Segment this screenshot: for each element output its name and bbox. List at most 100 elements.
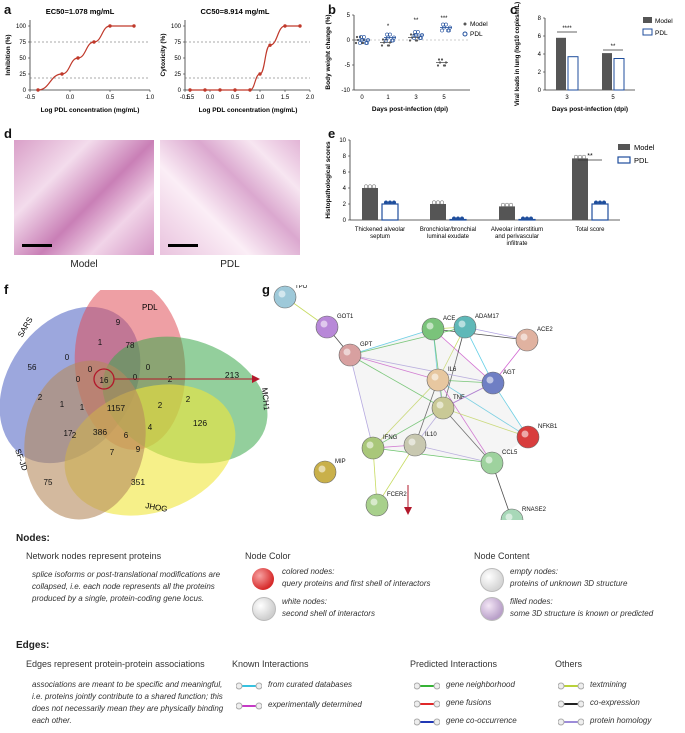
dose-point (283, 24, 287, 28)
panel-g-label: g (262, 282, 270, 297)
edges-title: Edges: (16, 640, 50, 651)
c-yticks: 0 2 4 6 8 (538, 16, 545, 94)
known-title: Known Interactions (232, 659, 309, 669)
b-point-model (382, 41, 386, 44)
e-yticks: 0 2 4 6 8 10 (339, 138, 350, 224)
node-label: ADAM17 (475, 314, 500, 320)
edge-curated-icon (236, 682, 262, 690)
b-point-model (436, 64, 440, 67)
node-label: TNF (453, 395, 465, 401)
dose-point (233, 88, 237, 92)
white-nodes: white nodes: (282, 597, 327, 606)
node-label: RNASE2 (522, 507, 547, 513)
a-right-points (188, 24, 302, 92)
b-point-pdl (384, 38, 388, 43)
e-point (435, 200, 441, 205)
a-right-yticks: 0 25 50 75 100 (171, 24, 185, 94)
nodes-title: Nodes: (16, 533, 50, 544)
b-point-model (437, 58, 441, 61)
b-point-model (438, 61, 442, 64)
node-got1 (315, 315, 339, 339)
node-nfkb1 (516, 425, 540, 449)
e-category-label: Alveolar interstitium and perivascular inf… (491, 227, 543, 247)
b-point-model (380, 44, 384, 47)
scale-bar-model (22, 244, 52, 247)
node-label: FCER2 (387, 492, 407, 498)
histology-model-image (14, 140, 154, 255)
dose-point (268, 43, 272, 47)
c-legend-pdl-swatch (642, 28, 653, 36)
venn-number: 56 (28, 363, 37, 372)
venn-number: 9 (136, 445, 141, 454)
e-point (383, 200, 389, 205)
b-legend-model-marker (463, 22, 467, 26)
venn-number: 17 (64, 429, 73, 438)
venn-number: 0 (76, 375, 81, 384)
nodes-desc: splice isoforms or post-translational mo… (32, 570, 221, 603)
network-edge (349, 354, 374, 449)
a-right-curve (190, 25, 300, 91)
venn-label-pdl: PDL (142, 303, 158, 312)
e-point (597, 200, 603, 205)
b-point-pdl (412, 36, 416, 40)
e-category-label: Total score (575, 227, 605, 233)
c-bar-model (556, 37, 566, 90)
e-point (573, 154, 579, 159)
ytick-label: 75 (174, 40, 181, 46)
e-point (520, 216, 526, 221)
venn-number: 0 (65, 353, 70, 362)
node-ace2 (515, 328, 539, 352)
a-left-xticks: -0.5 0.0 0.5 1.0 1.5 (25, 90, 195, 101)
a-right-xlabel: Log PDL concentration (mg/mL) (199, 107, 298, 114)
venn-sfjd (24, 360, 146, 520)
dose-point (36, 88, 40, 92)
e-point (593, 200, 599, 205)
edge-cooccurrence: gene co-occurrence (446, 716, 517, 725)
ytick-label: 50 (174, 56, 181, 62)
dose-point (132, 24, 136, 28)
edge-experimental-icon (236, 702, 262, 710)
ytick-label: 100 (16, 24, 27, 30)
node-label: TPO (295, 285, 308, 290)
white-nodes-desc: second shell of interactors (282, 609, 375, 618)
edge-homology: protein homology (590, 716, 652, 725)
network-edge (432, 328, 528, 341)
venn-number: 386 (93, 427, 107, 437)
xtick-label: 1.0 (256, 95, 265, 101)
xtick-label: 0.0 (66, 95, 75, 101)
e-star: ** (587, 153, 593, 160)
venn-number: 213 (225, 370, 239, 380)
e-category-label: Thickened alveolar septum (355, 227, 405, 240)
b-star-5: *** (440, 16, 448, 22)
node-ccl5 (480, 451, 504, 475)
e-point (371, 184, 377, 189)
xtick-label: -0.5 (25, 95, 36, 101)
b-point-pdl (441, 22, 445, 27)
scale-bar-pdl (168, 244, 198, 247)
ytick-label: 8 (343, 154, 347, 160)
a-left-title: EC50=1.078 mg/mL (46, 7, 115, 16)
empty-node-icon (480, 568, 504, 592)
node-label: GPT (360, 342, 373, 348)
ytick-label: 4 (538, 52, 542, 58)
e-bar-model (430, 204, 446, 220)
e-legend-pdl: PDL (634, 156, 649, 165)
node-label: GOT1 (337, 314, 354, 320)
dose-point (203, 88, 207, 92)
network-edge (349, 354, 494, 384)
e-bar-model (572, 158, 588, 220)
edges-desc: associations are meant to be specific an… (32, 680, 224, 725)
a-right-xticks: -0.5 0.0 0.5 1.0 1.5 2.0 (180, 90, 315, 101)
c-star-5: ** (611, 44, 616, 50)
colored-nodes: colored nodes: (282, 567, 335, 576)
edge-textmining: textmining (590, 680, 627, 689)
node-agt (481, 371, 505, 395)
network-edge (437, 379, 529, 438)
network-edge (349, 354, 439, 381)
panel-c-label: c (510, 2, 518, 17)
ytick-label: 5 (347, 13, 351, 19)
b-star-1: * (387, 24, 390, 30)
b-point-model (361, 41, 365, 45)
venn-number: 2 (158, 401, 163, 410)
edge-fusions: gene fusions (446, 698, 492, 707)
